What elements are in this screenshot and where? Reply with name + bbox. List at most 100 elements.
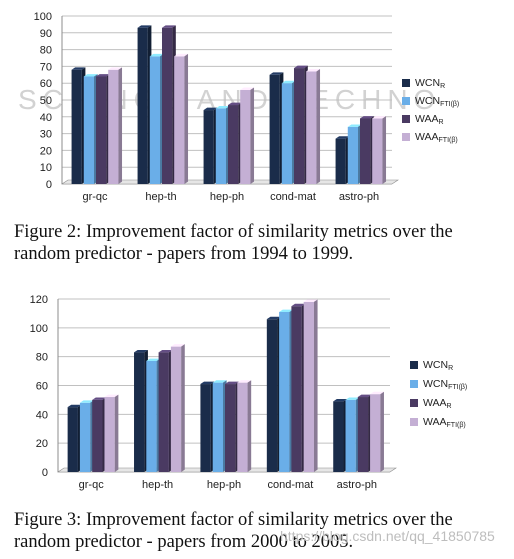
bar: [335, 136, 350, 184]
y-tick-label: 0: [42, 467, 48, 479]
bar-top: [306, 69, 321, 72]
bar-top: [215, 106, 230, 109]
bar: [303, 299, 318, 472]
bar: [149, 53, 164, 184]
bar-top: [71, 67, 86, 70]
legend-series-subscript: FTI(β): [439, 137, 458, 144]
bar: [83, 74, 98, 184]
bar-top: [335, 136, 350, 139]
bar-front: [335, 138, 346, 184]
legend-series-name: WCN: [415, 95, 440, 107]
bar: [200, 381, 215, 472]
x-tick-label: astro-ph: [339, 191, 379, 203]
x-tick-label: hep-th: [142, 479, 173, 491]
x-tick-label: gr-qc: [82, 191, 108, 203]
bar-front: [215, 108, 227, 184]
legend-swatch: [402, 79, 410, 87]
bar-front: [104, 397, 115, 472]
bar-top: [345, 397, 360, 400]
bar-front: [67, 407, 78, 472]
bar-front: [306, 71, 317, 184]
y-tick-label: 90: [40, 28, 52, 40]
bar-front: [146, 360, 157, 472]
figure-2-caption: Figure 2: Improvement factor of similari…: [14, 222, 453, 264]
legend-swatch: [402, 115, 410, 123]
bar-front: [83, 76, 95, 184]
bar: [134, 349, 148, 472]
figure-3-chart: 0 20 40 60 80 100 120 gr-qc hep-th hep-ph cond-mat…: [0, 284, 514, 509]
legend-swatch: [410, 361, 418, 369]
bar: [306, 69, 321, 184]
legend-label: WCNFTI(β): [423, 378, 467, 391]
bar-front: [170, 346, 182, 472]
y-tick-label: 100: [34, 11, 52, 23]
bar-top: [281, 80, 296, 84]
legend-swatch: [402, 97, 410, 105]
bar: [71, 67, 86, 184]
bar-top: [146, 358, 161, 361]
legend-series-name: WCN: [423, 359, 448, 371]
bar-front: [357, 397, 369, 472]
bar-top: [237, 380, 252, 383]
bar-front: [108, 69, 119, 184]
legend-label: WAAR: [415, 113, 444, 126]
bar-front: [240, 89, 251, 184]
bar-side: [316, 69, 321, 184]
bar-top: [291, 303, 306, 307]
bar: [224, 381, 239, 472]
bar-front: [79, 402, 91, 472]
bar-front: [212, 382, 224, 472]
bar: [370, 391, 384, 472]
legend-series-subscript: R: [439, 119, 444, 126]
bar-top: [92, 397, 107, 400]
bar-top: [227, 102, 242, 106]
figure-3-caption: Figure 3: Improvement factor of similari…: [14, 510, 453, 552]
bar-front: [174, 56, 185, 184]
bar: [227, 102, 242, 184]
bar-top: [370, 391, 384, 395]
bar-front: [149, 56, 161, 184]
bar: [174, 53, 189, 184]
bar-top: [134, 349, 148, 353]
bar-front: [269, 74, 280, 184]
legend-swatch: [402, 133, 410, 141]
legend-label: WCNR: [423, 359, 453, 372]
bar: [357, 394, 372, 472]
bar-top: [359, 116, 374, 119]
bar: [108, 67, 123, 184]
y-tick-label: 60: [40, 78, 52, 90]
legend-series-subscript: FTI(β): [448, 384, 467, 391]
bar-top: [224, 381, 239, 385]
x-tick-label: hep-th: [145, 191, 176, 203]
bar: [281, 80, 296, 184]
bar-top: [79, 400, 94, 403]
legend-label: WAAFTI(β): [423, 416, 466, 429]
legend-series-subscript: FTI(β): [440, 101, 459, 108]
bar-top: [212, 380, 227, 383]
x-tick-label: cond-mat: [267, 479, 313, 491]
bar-top: [108, 67, 123, 70]
y-tick-label: 40: [40, 112, 52, 124]
bar-top: [67, 404, 82, 408]
bar: [92, 397, 107, 472]
bar: [161, 25, 176, 185]
bar-front: [134, 352, 145, 472]
y-tick-label: 30: [40, 129, 52, 141]
bar: [359, 116, 374, 184]
bar-front: [372, 118, 383, 184]
bar-top: [333, 398, 348, 402]
bar: [137, 25, 152, 185]
bar-top: [372, 116, 387, 119]
x-tick-label: astro-ph: [337, 479, 377, 491]
bar: [170, 344, 185, 472]
legend-label: WAAFTI(β): [415, 131, 458, 144]
bar-top: [200, 381, 215, 385]
x-tick-label: cond-mat: [270, 191, 316, 203]
bar-top: [203, 107, 218, 111]
bar-side: [380, 391, 384, 472]
bar-top: [240, 87, 255, 90]
bar-top: [293, 65, 308, 69]
bar: [269, 72, 284, 184]
bar: [372, 116, 387, 184]
bar-front: [347, 126, 359, 184]
